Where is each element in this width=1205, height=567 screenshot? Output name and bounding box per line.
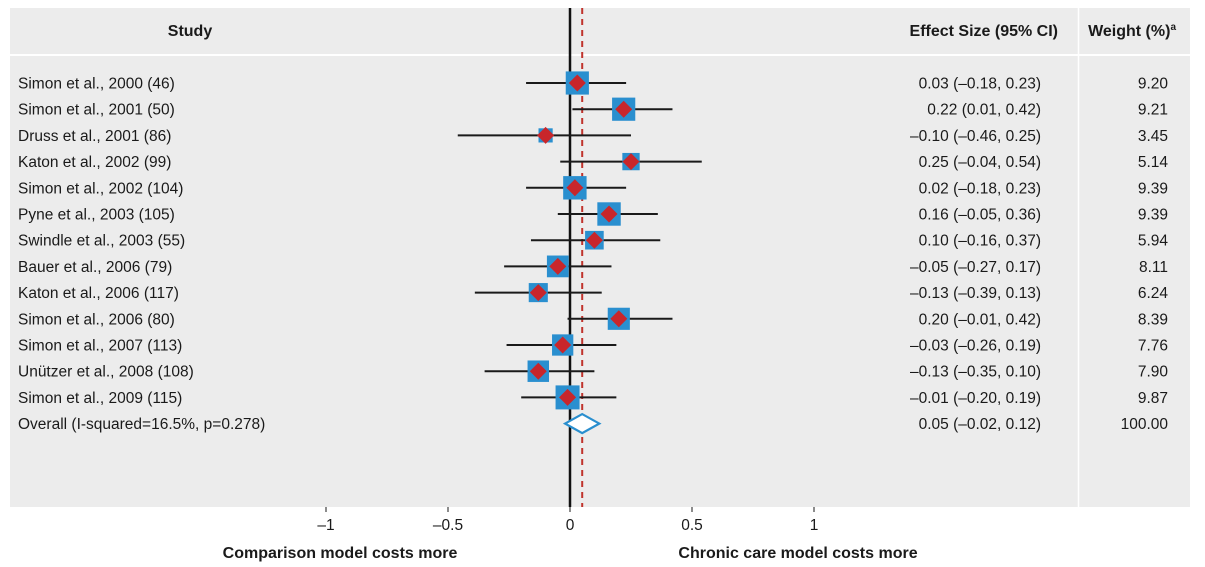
effect-size-ci: 0.16 (–0.05, 0.36) <box>919 207 1041 224</box>
effect-size-ci: –0.13 (–0.35, 0.10) <box>910 364 1041 381</box>
study-weight: 7.76 <box>1138 338 1168 355</box>
point-estimate <box>566 179 584 197</box>
header-weight: Weight (%)a <box>1088 22 1176 40</box>
study-row: Simon et al., 2009 (115) –0.01 (–0.20, 0.… <box>18 385 1168 410</box>
study-weight: 5.94 <box>1138 233 1169 250</box>
study-row: Simon et al., 2000 (46) 0.03 (–0.18, 0.23… <box>18 71 1169 95</box>
study-row: Katon et al., 2006 (117) –0.13 (–0.39, 0.… <box>18 283 1169 303</box>
study-row: Simon et al., 2007 (113) –0.03 (–0.26, 0.… <box>18 334 1168 356</box>
overall-weight: 100.00 <box>1121 416 1169 433</box>
effect-size-ci: 0.02 (–0.18, 0.23) <box>919 180 1041 197</box>
point-estimate <box>622 153 640 171</box>
study-row: Bauer et al., 2006 (79) –0.05 (–0.27, 0.1… <box>18 255 1168 278</box>
point-estimate <box>529 362 547 380</box>
study-label: Simon et al., 2002 (104) <box>18 180 183 197</box>
overall-label: Overall (I-squared=16.5%, p=0.278) <box>18 416 265 433</box>
effect-size-ci: –0.05 (–0.27, 0.17) <box>910 259 1041 276</box>
point-estimate <box>559 388 577 406</box>
study-row: Swindle et al., 2003 (55) 0.10 (–0.16, 0.… <box>18 230 1169 250</box>
study-weight: 9.39 <box>1138 207 1168 224</box>
effect-size-ci: 0.20 (–0.01, 0.42) <box>919 311 1041 328</box>
study-weight: 8.39 <box>1138 311 1168 328</box>
effect-size-ci: 0.25 (–0.04, 0.54) <box>919 154 1041 171</box>
x-axis: –1 –0.5 0 0.5 1 <box>317 507 818 534</box>
study-weight: 3.45 <box>1138 128 1168 145</box>
study-label: Unützer et al., 2008 (108) <box>18 364 194 381</box>
study-weight: 9.21 <box>1138 102 1168 119</box>
main-panel <box>10 8 1078 507</box>
study-weight: 7.90 <box>1138 364 1169 381</box>
effect-size-ci: 0.03 (–0.18, 0.23) <box>919 76 1041 93</box>
study-row: Pyne et al., 2003 (105) 0.16 (–0.05, 0.36… <box>18 202 1168 226</box>
effect-size-ci: 0.10 (–0.16, 0.37) <box>919 233 1041 250</box>
point-estimate <box>529 284 547 302</box>
study-row: Simon et al., 2006 (80) 0.20 (–0.01, 0.42… <box>18 307 1168 330</box>
study-label: Simon et al., 2009 (115) <box>18 390 182 407</box>
study-row: Katon et al., 2002 (99) 0.25 (–0.04, 0.54… <box>18 152 1169 171</box>
study-weight: 8.11 <box>1139 259 1168 276</box>
x-right-label: Chronic care model costs more <box>678 545 917 562</box>
study-rows: Simon et al., 2000 (46) 0.03 (–0.18, 0.23… <box>18 71 1168 433</box>
effect-size-ci: –0.13 (–0.39, 0.13) <box>910 285 1041 302</box>
x-tick-label: –0.5 <box>433 517 463 534</box>
study-label: Simon et al., 2001 (50) <box>18 102 175 119</box>
study-weight: 5.14 <box>1138 154 1169 171</box>
study-label: Swindle et al., 2003 (55) <box>18 233 185 250</box>
effect-size-ci: –0.01 (–0.20, 0.19) <box>910 390 1041 407</box>
study-weight: 9.39 <box>1138 180 1168 197</box>
study-weight: 6.24 <box>1138 285 1169 302</box>
x-tick-label: 0 <box>566 517 575 534</box>
point-estimate <box>554 336 572 354</box>
header-study: Study <box>168 23 213 40</box>
header-weight-label: Weight (%) <box>1088 23 1170 40</box>
study-row: Druss et al., 2001 (86) –0.10 (–0.46, 0.2… <box>18 126 1168 145</box>
effect-size-ci: –0.03 (–0.26, 0.19) <box>910 338 1041 355</box>
study-weight: 9.20 <box>1138 76 1169 93</box>
overall-effect-size-ci: 0.05 (–0.02, 0.12) <box>919 416 1041 433</box>
point-estimate <box>537 126 555 144</box>
overall-diamond <box>562 412 602 435</box>
point-estimate <box>568 74 586 92</box>
study-label: Druss et al., 2001 (86) <box>18 128 171 145</box>
header-weight-sup: a <box>1170 22 1176 33</box>
weight-panel <box>1079 8 1190 507</box>
study-row: Unützer et al., 2008 (108) –0.13 (–0.35, … <box>18 360 1169 382</box>
study-label: Simon et al., 2006 (80) <box>18 311 175 328</box>
x-tick-label: –1 <box>317 517 334 534</box>
point-estimate <box>615 100 633 118</box>
point-estimate <box>600 205 618 223</box>
overall-row: Overall (I-squared=16.5%, p=0.278) 0.05 (… <box>18 416 1168 433</box>
study-row: Simon et al., 2002 (104) 0.02 (–0.18, 0.2… <box>18 176 1168 200</box>
study-label: Katon et al., 2002 (99) <box>18 154 171 171</box>
point-estimate <box>610 310 628 328</box>
point-estimate <box>585 231 603 249</box>
study-label: Katon et al., 2006 (117) <box>18 285 179 302</box>
effect-size-ci: –0.10 (–0.46, 0.25) <box>910 128 1041 145</box>
study-weight: 9.87 <box>1138 390 1168 407</box>
study-label: Simon et al., 2000 (46) <box>18 76 175 93</box>
study-label: Bauer et al., 2006 (79) <box>18 259 172 276</box>
study-label: Pyne et al., 2003 (105) <box>18 207 175 224</box>
study-row: Simon et al., 2001 (50) 0.22 (0.01, 0.42)… <box>18 97 1168 121</box>
x-tick-label: 0.5 <box>681 517 703 534</box>
x-tick-label: 1 <box>810 517 819 534</box>
x-left-label: Comparison model costs more <box>223 545 458 562</box>
header-effect-size: Effect Size (95% CI) <box>910 23 1058 40</box>
point-estimate <box>549 257 567 275</box>
study-label: Simon et al., 2007 (113) <box>18 338 182 355</box>
effect-size-ci: 0.22 (0.01, 0.42) <box>927 102 1041 119</box>
